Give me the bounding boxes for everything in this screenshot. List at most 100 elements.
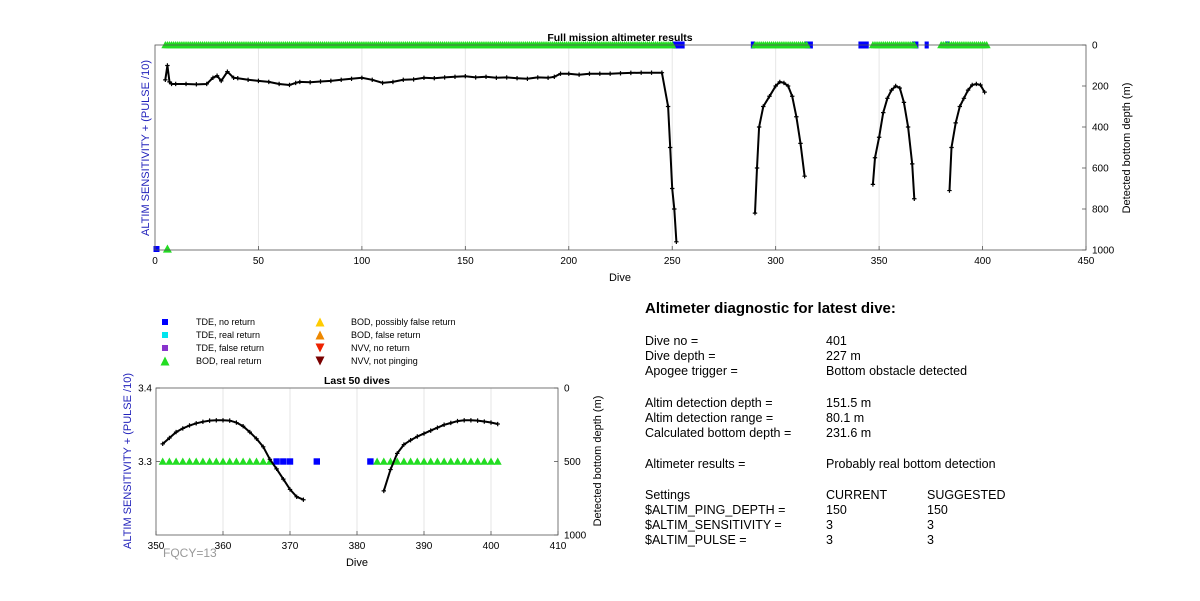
y-tick-label: 500 — [564, 457, 581, 468]
data-point — [488, 420, 494, 425]
x-tick-label: 100 — [354, 256, 371, 267]
data-point — [245, 77, 251, 83]
x-tick-label: 350 — [871, 256, 888, 267]
diagnostic-value: 401 — [826, 334, 847, 348]
y-tick-label: 1000 — [564, 531, 587, 542]
data-point — [889, 87, 894, 93]
data-point — [266, 79, 271, 85]
tde-no-return-marker — [273, 458, 280, 465]
legend-item-bod-real-return: BOD, real return — [160, 355, 262, 367]
data-point — [535, 75, 540, 80]
data-point — [670, 186, 675, 191]
diagnostic-value: 80.1 m — [826, 411, 865, 425]
bod-real-marker — [162, 244, 172, 253]
bod-real-marker — [373, 457, 382, 465]
triangle-down-marker-icon — [315, 343, 325, 353]
bod-real-marker — [393, 457, 402, 465]
bottom-depth-line — [382, 419, 498, 492]
bod-real-marker — [446, 457, 455, 465]
top-series — [163, 63, 987, 244]
settings-suggested: 150 — [927, 503, 948, 517]
fqcy-annotation: FQCY=13 — [163, 546, 217, 560]
legend-label: TDE, false return — [196, 343, 265, 353]
data-point — [785, 83, 791, 89]
data-point — [901, 100, 907, 105]
data-point — [790, 94, 795, 99]
data-point — [552, 74, 557, 79]
bod-real-marker — [158, 457, 167, 465]
data-point — [359, 75, 365, 80]
data-point — [442, 75, 447, 80]
data-point — [618, 71, 623, 76]
bod-real-marker — [239, 457, 248, 465]
data-point — [267, 457, 273, 462]
data-point — [432, 76, 437, 81]
data-point — [165, 63, 170, 68]
data-point — [576, 72, 582, 77]
bod-real-marker — [259, 457, 268, 465]
top-grid — [257, 45, 984, 250]
legend-item-nvv-not-pinging: NVV, not pinging — [315, 355, 418, 367]
tde-no-return-marker — [286, 458, 294, 465]
altimeter-diagnostic-panel: Altimeter diagnostic for latest dive: Di… — [645, 300, 1185, 560]
bottom-x-axis-label: Dive — [346, 557, 368, 569]
data-point — [628, 70, 634, 76]
data-point — [448, 420, 453, 426]
y-tick-label: 0 — [1092, 41, 1098, 52]
data-point — [970, 82, 975, 88]
bottom-y-ticks-right: 0 500 1000 — [554, 384, 587, 542]
data-point — [428, 428, 433, 433]
data-point — [897, 85, 902, 91]
diagnostic-value: 231.6 m — [826, 426, 872, 440]
data-point — [468, 418, 474, 423]
data-point — [876, 135, 882, 140]
data-point — [452, 74, 458, 79]
bod-real-marker — [205, 457, 214, 465]
square-marker-icon — [160, 330, 170, 340]
top-x-ticks: 0 50 100 150 200 250 300 350 400 450 — [152, 246, 1095, 267]
data-point — [339, 77, 344, 83]
data-point — [293, 80, 298, 86]
bod-real-marker — [487, 457, 495, 465]
bod-real-marker — [426, 457, 435, 465]
legend-item-tde-no-return: TDE, no return — [160, 316, 255, 328]
bod-real-marker — [460, 457, 469, 465]
data-point — [665, 104, 671, 109]
data-point — [173, 429, 179, 435]
bottom-depth-line — [162, 419, 304, 501]
data-point — [667, 145, 673, 150]
data-point — [483, 74, 489, 79]
data-point — [545, 75, 551, 80]
bod-real-marker — [466, 457, 475, 465]
bod-real-marker — [252, 457, 261, 465]
bod-real-marker — [178, 457, 187, 465]
x-tick-label: 250 — [664, 256, 681, 267]
data-point — [947, 188, 952, 193]
data-point — [463, 73, 468, 79]
data-point — [214, 73, 220, 78]
x-tick-label: 390 — [416, 541, 433, 552]
data-point — [235, 76, 240, 81]
data-point — [180, 426, 185, 431]
data-point — [187, 423, 192, 428]
data-point — [802, 174, 807, 179]
data-point — [274, 466, 279, 472]
data-point — [514, 76, 520, 81]
diagnostic-value: 227 m — [826, 349, 861, 363]
data-point — [220, 418, 226, 423]
data-point — [388, 467, 393, 472]
data-point — [219, 78, 224, 84]
legend-item-bod-possibly-false: BOD, possibly false return — [315, 316, 456, 328]
legend-label: NVV, not pinging — [351, 356, 418, 366]
data-point — [767, 94, 772, 99]
bottom-depth-line — [871, 84, 916, 199]
data-point — [256, 78, 261, 84]
marker-legend: TDE, no return TDE, real return TDE, fal… — [160, 316, 490, 368]
data-point — [401, 77, 406, 83]
bottom-chart-title: Last 50 dives — [324, 375, 390, 387]
legend-item-tde-false-return: TDE, false return — [160, 342, 264, 354]
legend-item-tde-real-return: TDE, real return — [160, 329, 260, 341]
diagnostic-label: Altim detection depth = — [645, 396, 773, 410]
data-point — [910, 161, 915, 167]
